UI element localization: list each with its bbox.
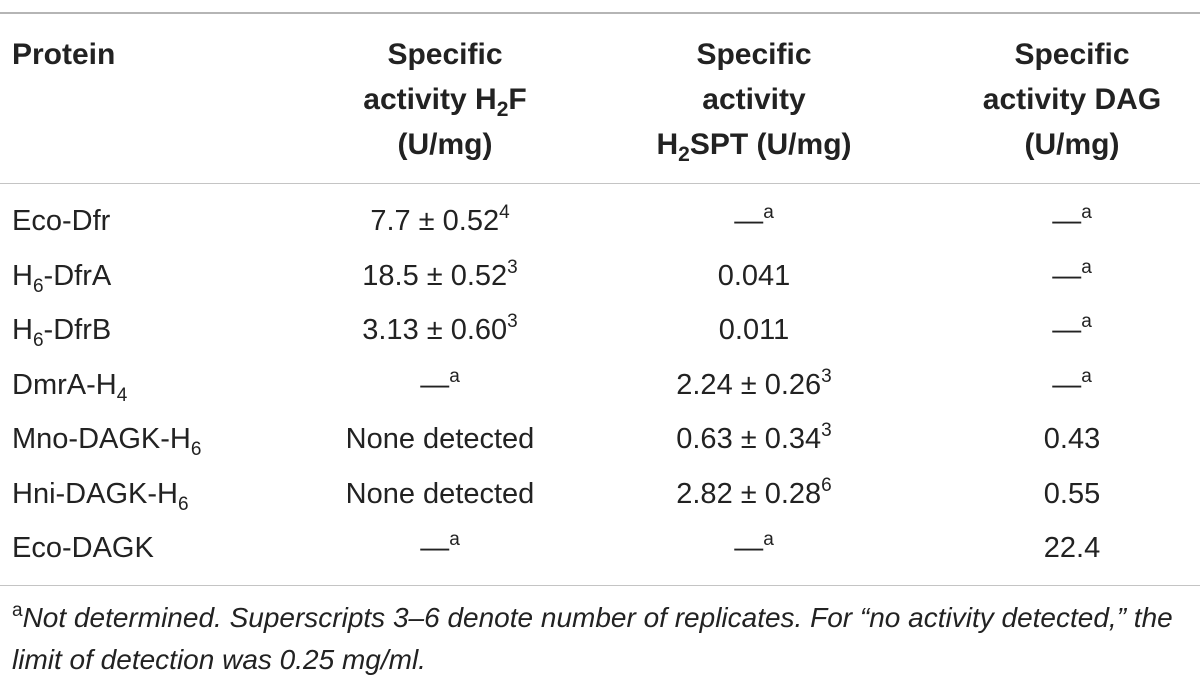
- cell-h2spt: 2.82 ± 0.286: [676, 474, 832, 510]
- table-footnote: aNot determined. Superscripts 3–6 denote…: [12, 600, 1173, 675]
- cell-dag: 0.43: [1043, 423, 1101, 455]
- cell-h2f: 7.7 ± 0.524: [370, 202, 510, 237]
- cell-h2spt: 0.63 ± 0.343: [676, 420, 832, 455]
- header-dag: Specific activity DAG (U/mg): [982, 38, 1162, 161]
- cell-dag: —a: [1052, 202, 1092, 237]
- cell-h2f: 3.13 ± 0.603: [362, 311, 518, 346]
- header-divider: [0, 183, 1200, 184]
- cell-dag: 22.4: [1043, 532, 1101, 564]
- cell-protein: Hni-DAGK-H6: [12, 477, 189, 515]
- cell-protein: H6-DfrB: [12, 314, 112, 351]
- table-top-rule: [0, 12, 1200, 14]
- header-protein: Protein: [12, 38, 116, 71]
- table-row: Mno-DAGK-H6 None detected 0.63 ± 0.343 0.43: [0, 412, 1200, 466]
- cell-protein: Eco-DAGK: [12, 532, 154, 564]
- cell-protein: H6-DfrA: [12, 259, 112, 297]
- cell-h2spt: —a: [734, 529, 774, 564]
- cell-h2f: 18.5 ± 0.523: [362, 256, 518, 292]
- cell-dag: —a: [1052, 311, 1092, 346]
- cell-dag: —a: [1052, 365, 1092, 401]
- header-h2f: Specific activity H2F (U/mg): [363, 38, 527, 161]
- cell-dag: —a: [1052, 256, 1092, 292]
- cell-h2f: —a: [420, 529, 460, 564]
- cell-h2spt: 0.041: [717, 259, 791, 292]
- cell-dag: 0.55: [1043, 477, 1101, 510]
- table-bottom-rule: [0, 585, 1200, 586]
- cell-h2spt: 0.011: [718, 314, 790, 346]
- table-row: H6-DfrB 3.13 ± 0.603 0.011 —a: [0, 303, 1200, 357]
- cell-h2f: —a: [420, 365, 460, 401]
- table-row: DmrA-H4 —a 2.24 ± 0.263 —a: [0, 358, 1200, 412]
- cell-h2f: None detected: [345, 423, 535, 455]
- cell-protein: Eco-Dfr: [12, 205, 111, 237]
- cell-h2spt: 2.24 ± 0.263: [676, 365, 832, 401]
- cell-protein: DmrA-H4: [12, 368, 128, 406]
- cell-h2f: None detected: [345, 477, 535, 510]
- header-h2spt: Specific activity H2SPT (U/mg): [656, 38, 852, 166]
- table-row: Hni-DAGK-H6 None detected 2.82 ± 0.286 0.55: [0, 467, 1200, 521]
- table-row: Eco-Dfr 7.7 ± 0.524 —a —a: [0, 194, 1200, 248]
- table-row: H6-DfrA 18.5 ± 0.523 0.041 —a: [0, 249, 1200, 303]
- cell-protein: Mno-DAGK-H6: [12, 423, 202, 460]
- cell-h2spt: —a: [734, 202, 774, 237]
- table-row: Eco-DAGK —a —a 22.4: [0, 521, 1200, 575]
